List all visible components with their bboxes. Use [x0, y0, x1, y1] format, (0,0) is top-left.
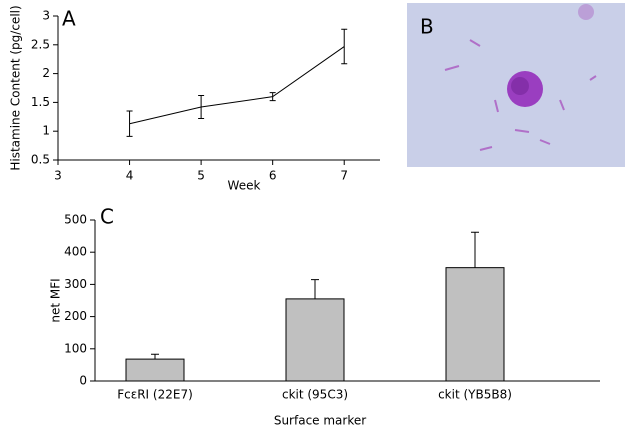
x-tick-label: ckit (95C3) — [282, 388, 348, 402]
debris — [444, 39, 597, 151]
panel-label: C — [100, 205, 114, 229]
y-axis-label: Histamine Content (pg/cell) — [9, 5, 23, 170]
x-tick-label: ckit (YB5B8) — [438, 388, 512, 402]
y-tick-label: 3 — [42, 9, 50, 23]
bar — [285, 298, 345, 382]
bar — [125, 358, 185, 382]
x-axis-label: Week — [228, 179, 261, 193]
y-tick-label: 1.5 — [31, 95, 50, 109]
y-axis-label: net MFI — [49, 278, 63, 322]
error-bar — [341, 28, 348, 65]
x-tick-label: FcεRI (22E7) — [117, 388, 193, 402]
error-bar — [151, 353, 159, 360]
y-tick-label: 200 — [64, 309, 87, 323]
x-tick-label: 3 — [54, 169, 62, 183]
error-bar — [198, 94, 205, 120]
mast-cell-nucleus — [511, 77, 529, 95]
cell-fragment — [578, 4, 594, 20]
bar — [445, 267, 505, 382]
x-tick-label: 4 — [126, 169, 134, 183]
y-tick-label: 300 — [64, 277, 87, 291]
y-tick-label: 0 — [79, 374, 87, 388]
y-tick-label: 1 — [42, 124, 50, 138]
panel-label: B — [420, 15, 434, 39]
x-axis-label: Surface marker — [274, 414, 366, 428]
y-tick-label: 0.5 — [31, 153, 50, 167]
y-tick-label: 2 — [42, 66, 50, 80]
line — [129, 46, 345, 125]
x-tick-label: 5 — [197, 169, 205, 183]
panel-label: A — [62, 7, 76, 31]
y-tick-label: 500 — [64, 213, 87, 227]
y-tick-label: 100 — [64, 341, 87, 355]
error-bar — [269, 92, 276, 102]
y-tick-label: 2.5 — [31, 37, 50, 51]
x-tick-label: 7 — [340, 169, 348, 183]
error-bar — [311, 279, 319, 299]
error-bar — [471, 231, 479, 268]
error-bar — [126, 110, 133, 137]
micrograph: B — [407, 3, 625, 167]
x-tick-label: 6 — [269, 169, 277, 183]
y-tick-label: 400 — [64, 245, 87, 259]
